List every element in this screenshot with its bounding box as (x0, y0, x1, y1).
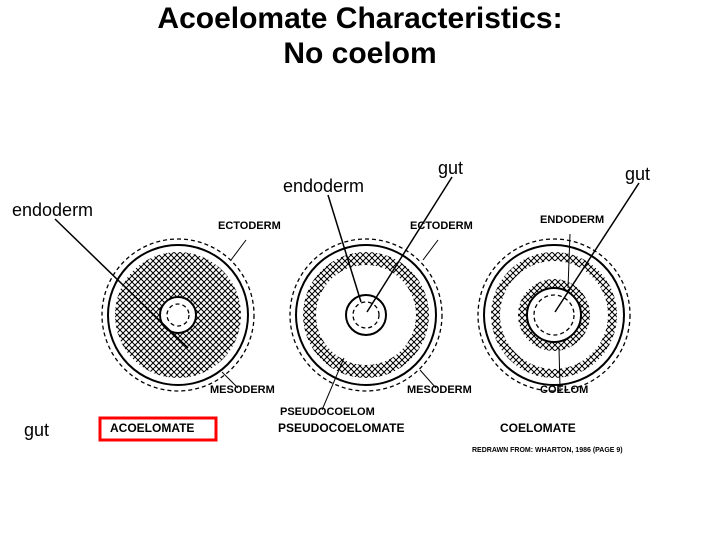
ring-0-4 (167, 304, 189, 326)
label-endoderm-center: endoderm (283, 176, 364, 197)
label-gut-left: gut (24, 420, 49, 441)
label-endoderm-left: endoderm (12, 200, 93, 221)
small-label-mesoderm_b: MESODERM (407, 384, 472, 396)
small-label-pseudocoelom_b: PSEUDOCOELOM (280, 406, 375, 418)
leader-line-0 (231, 240, 246, 260)
leader-line-1 (423, 240, 438, 260)
label-gut-center: gut (438, 158, 463, 179)
small-label-type_a: ACOELOMATE (110, 421, 194, 435)
small-label-type_b: PSEUDOCOELOMATE (278, 421, 404, 435)
label-gut-right: gut (625, 164, 650, 185)
small-label-endoderm_c: ENDODERM (540, 214, 604, 226)
small-label-type_c: COELOMATE (500, 421, 576, 435)
ring-1-5 (353, 302, 379, 328)
diagram-canvas: ECTODERM ECTODERM ENDODERM MESODERM MESODERM… (0, 0, 720, 540)
small-label-ectoderm_a: ECTODERM (218, 220, 281, 232)
small-label-coelom_c: COELOM (540, 384, 588, 396)
small-label-mesoderm_a: MESODERM (210, 384, 275, 396)
small-label-credit: REDRAWN FROM: WHARTON, 1986 (PAGE 9) (472, 447, 623, 454)
ring-2-6 (534, 295, 574, 335)
small-label-ectoderm_b: ECTODERM (410, 220, 473, 232)
